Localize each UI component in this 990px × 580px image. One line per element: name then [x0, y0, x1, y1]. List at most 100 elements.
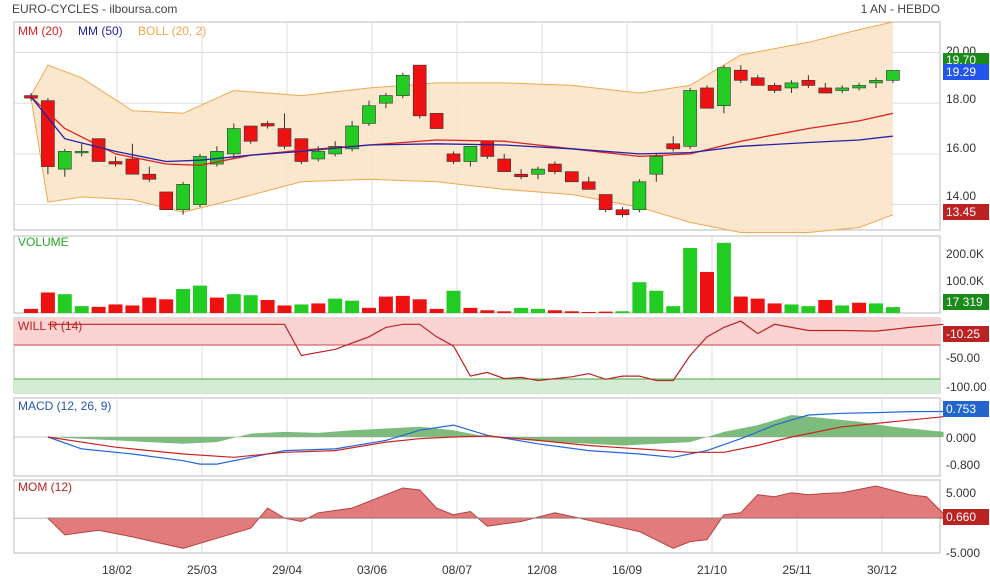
willr-line	[47, 320, 944, 382]
willr-tick-100: -100.00	[946, 380, 987, 394]
volume-bar	[142, 297, 157, 313]
candle-body	[91, 138, 106, 162]
volume-badge-text: 17 319	[946, 295, 983, 309]
willr-series-line	[47, 320, 944, 382]
macd-histogram-area	[47, 415, 944, 446]
macd-tick-0: 0.000	[946, 431, 976, 445]
candle-body	[784, 82, 799, 89]
willr-badge	[943, 326, 989, 342]
candle-body	[446, 153, 461, 162]
candle-body	[886, 70, 900, 81]
volume-bar	[480, 310, 495, 313]
volume-bar	[243, 295, 258, 313]
volume-bar	[328, 298, 343, 313]
candle-body	[649, 156, 664, 175]
candle-body	[869, 80, 883, 84]
candle-body	[193, 156, 207, 205]
candle-body	[311, 151, 326, 160]
volume-bar	[767, 303, 782, 313]
candle-body	[564, 171, 579, 183]
willr-overbought-zone	[14, 318, 940, 345]
candle-body	[818, 87, 833, 94]
volume-bar	[446, 290, 461, 313]
candle-body	[243, 125, 258, 142]
volume-bars	[24, 242, 900, 313]
volume-bar	[226, 294, 241, 313]
volume-bar	[700, 271, 714, 313]
candle-body	[277, 128, 292, 147]
high-badge-text: 19.70	[946, 53, 976, 67]
volume-bar	[91, 306, 106, 313]
volume-bar	[632, 282, 647, 313]
low-badge-text: 13.45	[946, 205, 976, 219]
volume-bar	[176, 289, 191, 313]
volume-bar	[294, 304, 309, 313]
candle-body	[683, 90, 697, 147]
volume-bar	[429, 308, 444, 313]
candle-body	[379, 95, 393, 104]
volume-bar	[463, 307, 478, 313]
macd-badge	[943, 401, 989, 417]
willr-tick-50: -50.00	[946, 351, 980, 365]
candle-body	[142, 173, 157, 180]
candle-body	[176, 184, 190, 211]
volume-bar	[666, 306, 681, 313]
price-tick-16: 16.00	[946, 141, 976, 155]
volume-bar	[514, 307, 529, 313]
volume-bar	[260, 299, 275, 313]
candle-body	[57, 151, 72, 170]
volume-bar	[395, 295, 410, 313]
volume-bar	[869, 303, 883, 313]
x-axis-label: 29/04	[272, 563, 302, 577]
volume-bar	[598, 311, 613, 313]
moving-averages	[30, 96, 894, 166]
price-tick-18: 18.00	[946, 92, 976, 106]
candle-body	[717, 67, 731, 107]
volume-bar	[885, 307, 900, 313]
volume-tick-200k: 200.0K	[946, 247, 984, 261]
volume-bar	[40, 292, 55, 313]
x-axis-label: 03/06	[357, 563, 387, 577]
volume-bar	[852, 302, 867, 313]
candle-body	[531, 168, 545, 175]
candlesticks	[24, 64, 900, 218]
volume-bar	[378, 296, 393, 313]
volume-bar	[615, 311, 630, 313]
mom-tick-neg5: -5.000	[946, 546, 980, 560]
volume-bar	[784, 304, 799, 313]
x-axis-label: 21/10	[697, 563, 727, 577]
low-badge	[943, 204, 989, 220]
candle-body	[227, 128, 241, 155]
high-badge	[943, 53, 989, 67]
candle-body	[395, 74, 410, 96]
candle-body	[514, 173, 528, 178]
willr-badge-text: -10.25	[946, 327, 980, 341]
willr-oversold-zone	[14, 379, 940, 393]
chart-period: 1 AN - HEBDO	[861, 2, 940, 16]
macd-signal-line	[47, 416, 944, 458]
x-axis-label: 18/02	[102, 563, 132, 577]
volume-bar	[362, 307, 376, 313]
candle-body	[328, 145, 343, 155]
candle-body	[733, 69, 748, 81]
candle-body	[159, 191, 173, 211]
volume-bar	[193, 285, 207, 313]
volume-bar	[125, 305, 140, 313]
ma20-line	[30, 96, 894, 166]
mom-badge-text: 0.660	[946, 510, 976, 524]
volume-bar	[412, 299, 427, 313]
volume-bar	[750, 298, 765, 313]
momentum-area	[14, 485, 945, 549]
candle-body	[666, 143, 681, 150]
candle-body	[125, 158, 140, 175]
boll-lower-line	[30, 98, 894, 233]
candle-body	[362, 105, 376, 124]
momentum-panel: MOM (12) 5.000 -5.000 0.660	[14, 480, 989, 560]
chart-title: EURO-CYCLES - ilboursa.com	[12, 2, 177, 16]
volume-bar	[311, 303, 326, 313]
price-panel: MM (20) MM (50) BOLL (20, 2) 20.00 18.00…	[14, 21, 989, 233]
legend-volume: VOLUME	[18, 235, 69, 249]
legend-ma20: MM (20)	[18, 24, 63, 38]
volume-bar	[57, 294, 72, 313]
